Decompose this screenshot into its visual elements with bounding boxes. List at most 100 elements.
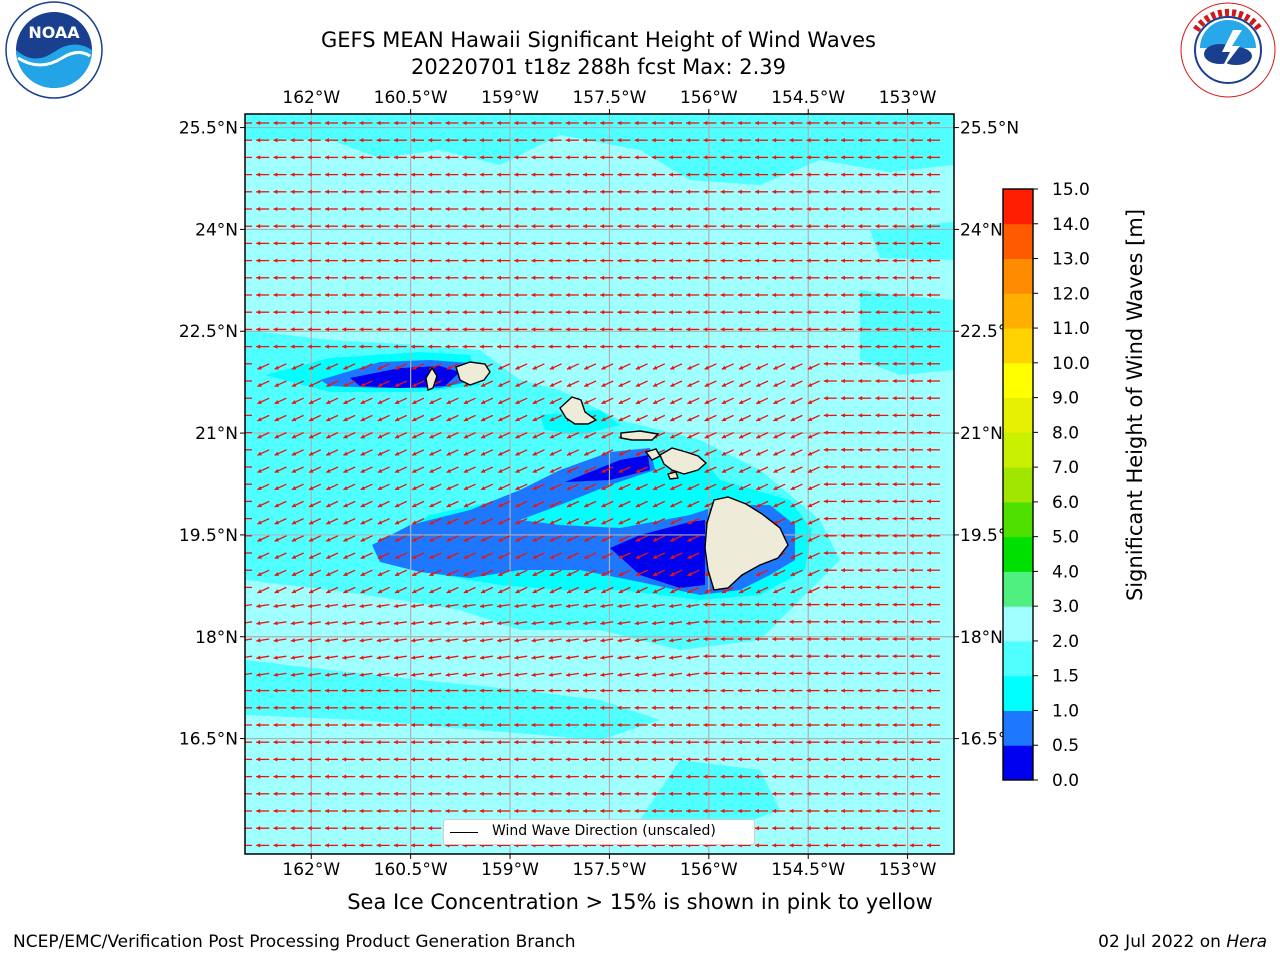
wind-arrow bbox=[858, 430, 872, 435]
wind-arrow bbox=[720, 740, 734, 745]
wind-arrow bbox=[376, 826, 390, 831]
wind-arrow bbox=[600, 344, 614, 349]
wind-arrow bbox=[875, 533, 889, 538]
wind-arrow bbox=[634, 808, 648, 814]
wind-arrow bbox=[875, 619, 889, 624]
wind-arrow bbox=[462, 172, 476, 177]
wind-arrow bbox=[755, 688, 768, 693]
wind-arrow bbox=[858, 516, 872, 521]
wind-arrow bbox=[669, 621, 683, 626]
wind-arrow bbox=[394, 518, 408, 525]
wind-arrow bbox=[806, 705, 820, 710]
wind-arrow bbox=[290, 327, 304, 332]
wind-arrow bbox=[497, 621, 511, 626]
wind-arrow bbox=[343, 414, 356, 422]
wind-arrow bbox=[479, 740, 493, 745]
wind-arrow bbox=[548, 172, 562, 177]
wind-arrow bbox=[823, 172, 837, 177]
wind-arrow bbox=[565, 603, 579, 609]
wind-arrow bbox=[858, 396, 872, 401]
wind-arrow bbox=[446, 363, 459, 370]
wind-arrow bbox=[256, 206, 270, 212]
wind-arrow bbox=[909, 224, 923, 229]
wind-arrow bbox=[548, 621, 562, 626]
wind-arrow bbox=[325, 655, 339, 660]
wind-arrow bbox=[548, 224, 562, 229]
wind-arrow bbox=[858, 258, 872, 263]
wind-arrow bbox=[548, 603, 562, 609]
wind-arrow bbox=[858, 671, 872, 676]
wind-arrow bbox=[548, 275, 562, 280]
wind-arrow bbox=[428, 740, 442, 745]
wind-arrow bbox=[755, 774, 768, 779]
wind-arrow bbox=[429, 432, 442, 439]
wind-arrow bbox=[531, 344, 545, 349]
lon-tick-label-bottom: 162°W bbox=[282, 860, 340, 880]
wind-arrow bbox=[583, 483, 597, 491]
wind-arrow bbox=[909, 155, 923, 160]
wind-arrow bbox=[531, 275, 545, 280]
wind-arrow bbox=[257, 414, 270, 422]
wind-arrow bbox=[634, 638, 648, 643]
wind-arrow bbox=[445, 189, 459, 194]
wind-arrow bbox=[686, 774, 700, 779]
wind-arrow bbox=[565, 344, 579, 349]
wind-arrow bbox=[343, 586, 356, 594]
wind-arrow bbox=[772, 310, 786, 315]
wind-arrow bbox=[772, 120, 786, 126]
wind-arrow bbox=[479, 774, 493, 779]
wind-arrow bbox=[497, 414, 511, 422]
wind-arrow bbox=[342, 120, 356, 126]
wind-arrow bbox=[290, 826, 304, 831]
wind-arrow bbox=[635, 586, 648, 594]
wind-arrow bbox=[703, 292, 717, 298]
wind-arrow bbox=[548, 292, 562, 298]
colorbar-tick-label: 11.0 bbox=[1052, 319, 1090, 339]
wind-arrow bbox=[669, 569, 683, 577]
wind-arrow bbox=[892, 310, 906, 315]
wind-arrow bbox=[514, 774, 528, 779]
wind-arrow bbox=[393, 172, 407, 177]
wind-arrow bbox=[720, 705, 734, 710]
wind-arrow bbox=[325, 672, 339, 677]
wind-arrow bbox=[704, 483, 717, 491]
wind-arrow bbox=[823, 499, 837, 504]
wind-arrow bbox=[772, 172, 786, 177]
wind-arrow bbox=[789, 636, 803, 642]
wind-arrow bbox=[618, 449, 631, 456]
wind-arrow bbox=[273, 621, 287, 626]
wind-arrow bbox=[617, 310, 631, 315]
wind-arrow bbox=[909, 361, 923, 366]
wind-arrow bbox=[651, 292, 665, 298]
wind-arrow bbox=[394, 552, 408, 560]
wind-arrow bbox=[807, 500, 820, 508]
wind-arrow bbox=[651, 224, 665, 229]
wind-arrow bbox=[704, 363, 717, 370]
wind-arrow bbox=[377, 483, 390, 491]
wind-arrow bbox=[755, 397, 769, 405]
wind-arrow bbox=[635, 483, 648, 491]
wind-arrow bbox=[687, 380, 700, 388]
wind-arrow bbox=[429, 397, 442, 405]
wind-arrow bbox=[772, 224, 786, 229]
wind-arrow bbox=[497, 275, 510, 280]
wind-arrow bbox=[257, 432, 270, 439]
wind-arrow bbox=[290, 688, 304, 693]
wind-arrow bbox=[875, 155, 889, 160]
wind-arrow bbox=[909, 189, 923, 194]
wind-arrow bbox=[927, 585, 940, 590]
wind-arrow bbox=[393, 757, 407, 762]
wind-arrow bbox=[686, 808, 700, 814]
wind-arrow bbox=[600, 327, 614, 332]
wind-arrow bbox=[359, 206, 373, 212]
wind-arrow bbox=[256, 327, 270, 332]
wind-arrow bbox=[343, 483, 356, 491]
wind-arrow bbox=[531, 791, 545, 796]
wind-arrow bbox=[789, 138, 803, 143]
wind-arrow bbox=[307, 327, 321, 332]
wind-arrow bbox=[445, 206, 459, 212]
wind-arrow bbox=[806, 774, 820, 779]
wind-arrow bbox=[773, 586, 786, 594]
wind-arrow bbox=[583, 189, 596, 194]
wind-arrow bbox=[669, 120, 682, 126]
